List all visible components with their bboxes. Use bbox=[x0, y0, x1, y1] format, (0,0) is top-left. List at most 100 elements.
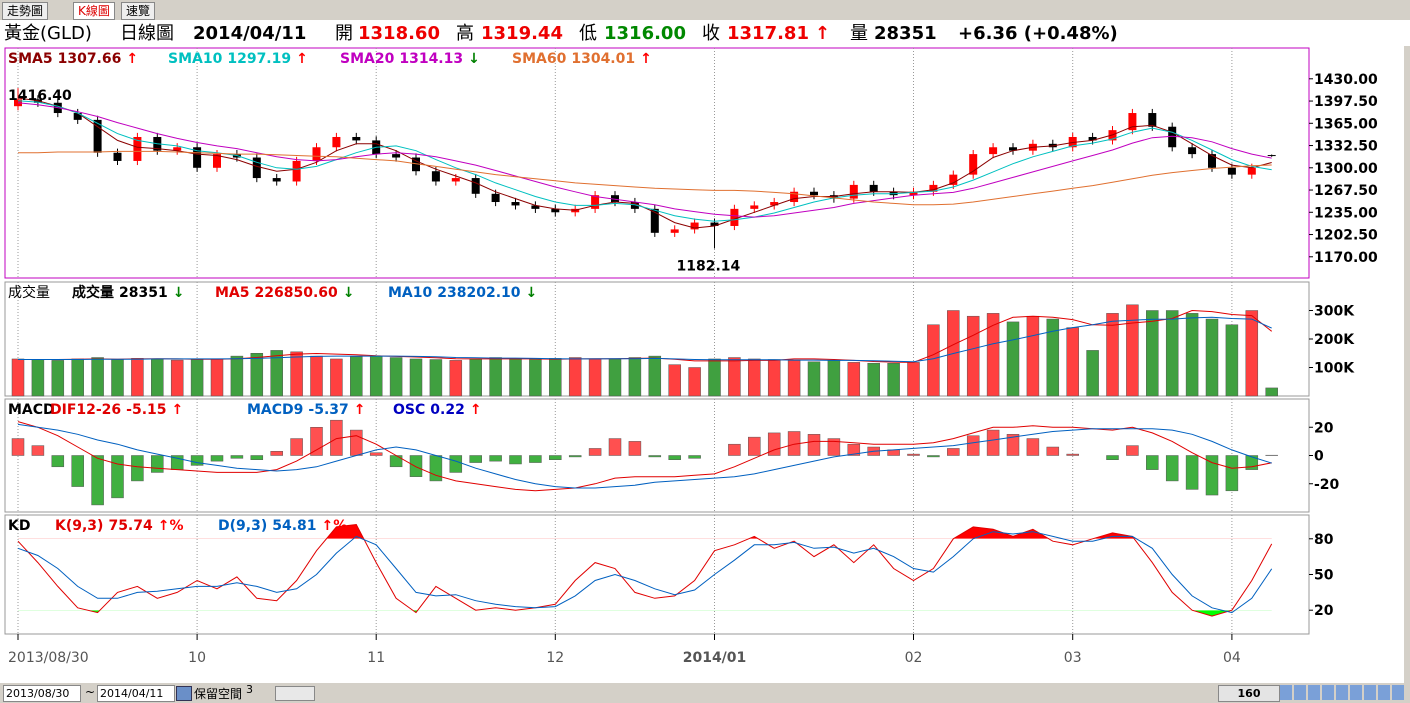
period: 日線圖 bbox=[120, 23, 174, 44]
legend-part: ↑ bbox=[354, 402, 366, 418]
y-tick-label: 1202.50 bbox=[1314, 228, 1378, 244]
osc-bar bbox=[290, 438, 303, 456]
separator: ~ bbox=[85, 685, 96, 699]
volume-bar bbox=[1006, 321, 1020, 397]
bar-count[interactable]: 160 bbox=[1218, 685, 1280, 702]
date-to[interactable]: 2014/04/11 bbox=[97, 685, 175, 702]
scroll-buttons[interactable] bbox=[275, 686, 315, 701]
y-tick-label: 300K bbox=[1314, 304, 1355, 320]
change: +6.36 (+0.48%) bbox=[958, 23, 1118, 44]
candle-body bbox=[670, 229, 679, 233]
tab[interactable]: K線圖 bbox=[73, 2, 115, 20]
candle-body bbox=[93, 119, 102, 153]
y-tick-label: 1170.00 bbox=[1314, 250, 1378, 266]
legend-part: ↑ bbox=[296, 51, 308, 67]
legend-part: K(9,3) bbox=[55, 518, 103, 534]
osc-bar bbox=[11, 438, 25, 456]
osc-bar bbox=[748, 436, 761, 456]
open-label: 開 bbox=[335, 23, 353, 44]
ma-line bbox=[17, 102, 1272, 218]
osc-bar bbox=[1146, 455, 1159, 470]
volume-bar bbox=[887, 362, 900, 397]
osc-bar bbox=[389, 455, 403, 468]
volume-bar bbox=[549, 358, 562, 397]
legend-part: 75.74 bbox=[108, 518, 153, 534]
volume: 28351 bbox=[874, 23, 937, 44]
panel-border bbox=[4, 47, 1310, 279]
date-from[interactable]: 2013/08/30 bbox=[3, 685, 81, 702]
candle-body bbox=[1227, 167, 1236, 175]
legend-part: 54.81 bbox=[272, 518, 316, 534]
volume-bar bbox=[449, 360, 463, 397]
y-tick-label: 80 bbox=[1314, 532, 1334, 548]
header-bar bbox=[0, 20, 1410, 46]
legend: K(9,3) 75.74 ↑% bbox=[55, 518, 184, 534]
tool-icons[interactable] bbox=[1280, 685, 1405, 700]
volume-bar bbox=[927, 324, 940, 397]
volume-bar bbox=[350, 356, 363, 397]
volume-bar bbox=[469, 358, 482, 397]
candle-body bbox=[611, 195, 619, 203]
legend-part: 1304.01 bbox=[571, 51, 635, 67]
candle-body bbox=[1088, 136, 1097, 141]
close-label: 收 bbox=[702, 23, 720, 44]
y-tick-label: 0 bbox=[1314, 449, 1324, 465]
osc-bar bbox=[688, 455, 701, 459]
legend-part: 0.22 bbox=[430, 402, 465, 418]
candle-body bbox=[412, 157, 420, 172]
candle-body bbox=[909, 191, 918, 196]
osc-bar bbox=[31, 445, 45, 456]
legend-part: ↓ bbox=[173, 285, 185, 301]
volume-bar bbox=[608, 358, 622, 397]
tab[interactable]: 速覽 bbox=[121, 2, 156, 20]
y-tick-label: -20 bbox=[1314, 477, 1340, 493]
volume-bar bbox=[588, 358, 602, 397]
candle-body bbox=[531, 205, 540, 209]
legend: SMA20 1314.13 ↓ bbox=[340, 51, 480, 67]
candle-body bbox=[312, 147, 321, 161]
osc-bar bbox=[250, 455, 264, 460]
candle-body bbox=[272, 178, 281, 182]
reserve-label: 保留空間 bbox=[194, 687, 243, 701]
volume-bar bbox=[250, 353, 264, 397]
candle-body bbox=[591, 195, 600, 209]
low: 1316.00 bbox=[604, 23, 686, 44]
x-tick-label: 04 bbox=[1223, 650, 1241, 666]
candle-body bbox=[1128, 113, 1137, 131]
volume-bar bbox=[708, 358, 721, 397]
legend-part: ↑ bbox=[470, 402, 482, 418]
candle-body bbox=[690, 222, 699, 230]
candle-body bbox=[73, 113, 82, 120]
osc-bar bbox=[907, 453, 920, 456]
volume-bar bbox=[1086, 350, 1099, 397]
legend: MACD9 -5.37 ↑ bbox=[247, 402, 366, 418]
volume-bar bbox=[270, 350, 283, 397]
tab[interactable]: 走勢圖 bbox=[2, 2, 49, 20]
volume-bar bbox=[31, 359, 45, 397]
osc-bar bbox=[310, 427, 323, 456]
legend: SMA10 1297.19 ↑ bbox=[168, 51, 308, 67]
close-arrow: ↑ bbox=[815, 23, 831, 44]
macd-line bbox=[17, 423, 1272, 489]
y-tick-label: 1332.50 bbox=[1314, 139, 1378, 155]
icon-button[interactable] bbox=[176, 686, 192, 701]
y-tick-label: 1235.00 bbox=[1314, 205, 1378, 221]
osc-bar bbox=[887, 449, 900, 456]
legend-part: SMA20 bbox=[340, 51, 395, 67]
osc-bar bbox=[91, 455, 104, 506]
candle-body bbox=[650, 208, 659, 233]
candle-body bbox=[431, 171, 440, 182]
legend-part: -5.15 bbox=[126, 402, 166, 418]
reserve: 3 bbox=[246, 683, 253, 696]
x-tick-label: 11 bbox=[367, 650, 385, 666]
legend: OSC 0.22 ↑ bbox=[393, 402, 482, 418]
legend: SMA5 1307.66 ↑ bbox=[8, 51, 138, 67]
osc-bar bbox=[131, 455, 144, 482]
volume-bar bbox=[1146, 310, 1159, 397]
osc-bar bbox=[1185, 455, 1199, 490]
x-tick-label: 2014/01 bbox=[683, 650, 747, 666]
legend: D(9,3) 54.81 ↑% bbox=[218, 518, 347, 534]
osc-bar bbox=[270, 451, 283, 456]
osc-bar bbox=[1126, 445, 1139, 456]
close: 1317.81 bbox=[727, 23, 809, 44]
